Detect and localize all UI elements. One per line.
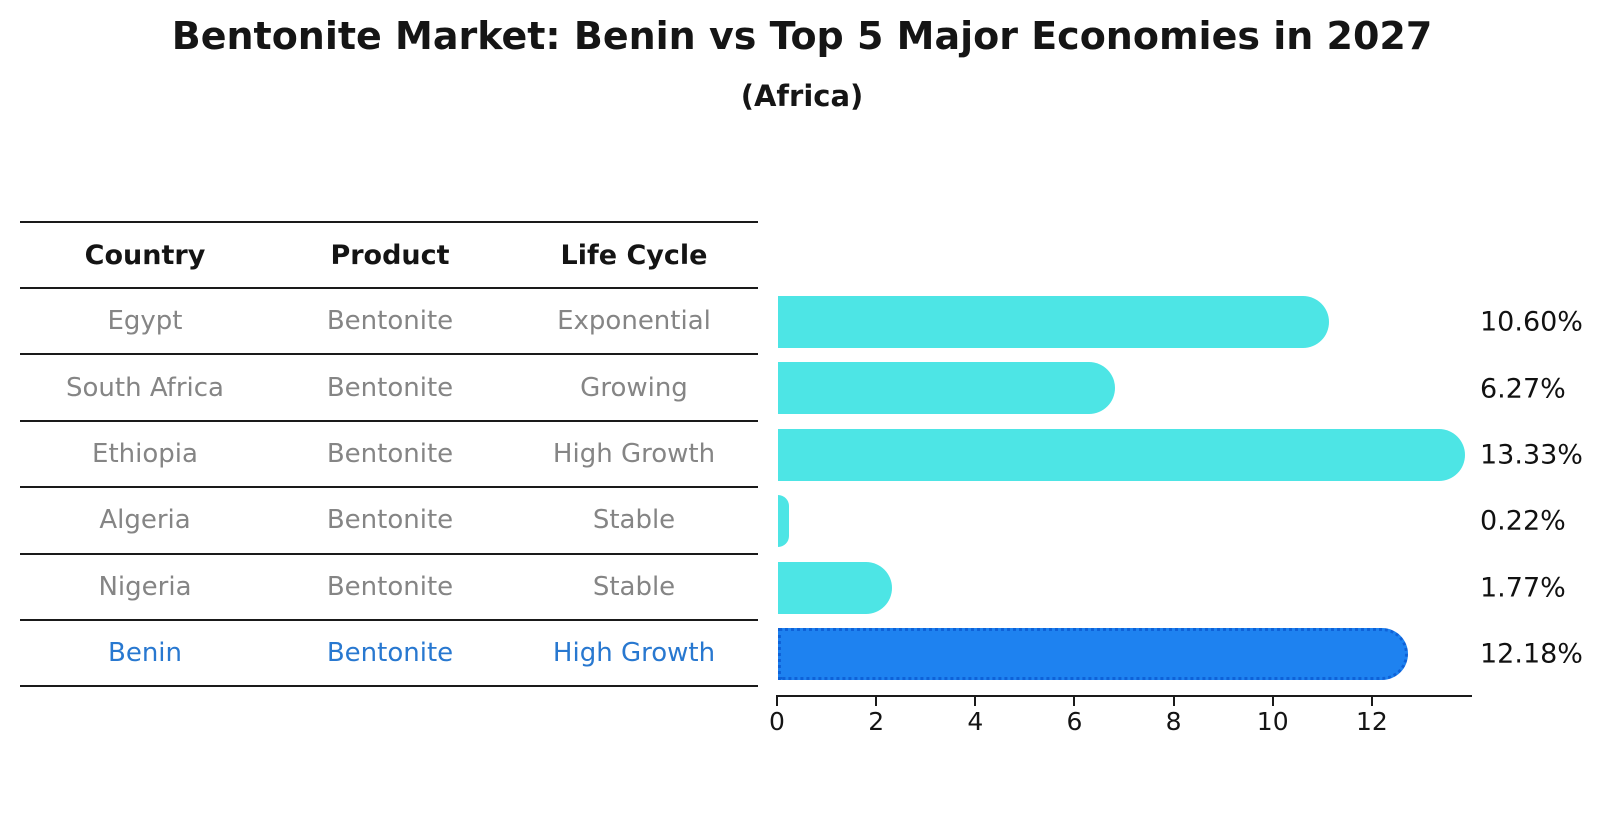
bar-plot-area: 10.60% 6.27% 13.33% 0.22% 1.77% 12.18% xyxy=(778,289,1604,687)
bar-row: 13.33% xyxy=(778,422,1604,488)
x-tick xyxy=(875,697,878,706)
bar-value-label: 1.77% xyxy=(1480,572,1566,604)
table-cell-life-cycle: Exponential xyxy=(557,306,711,337)
bar xyxy=(778,495,789,548)
bar-row: 10.60% xyxy=(778,289,1604,355)
bar xyxy=(778,428,1465,481)
table-cell-country: Benin xyxy=(107,638,182,669)
table-cell-life-cycle: Stable xyxy=(592,571,676,602)
table-cell-life-cycle: High Growth xyxy=(552,638,716,669)
bar-value-label: 12.18% xyxy=(1480,638,1583,670)
table-cell-product: Bentonite xyxy=(326,638,454,669)
bar xyxy=(778,362,1115,415)
x-tick xyxy=(974,697,977,706)
table-cell-life-cycle: Stable xyxy=(592,505,676,536)
table-cell-life-cycle: Growing xyxy=(580,372,688,403)
table-cell-country: Egypt xyxy=(107,306,183,337)
x-tick xyxy=(1271,697,1274,706)
x-tick-label: 8 xyxy=(1165,707,1182,736)
bar-value-label: 0.22% xyxy=(1480,505,1566,537)
table-row: Benin Bentonite High Growth xyxy=(20,621,758,688)
table-body: Egypt Bentonite Exponential South Africa… xyxy=(20,289,758,688)
x-tick xyxy=(1370,697,1373,706)
table-row: Nigeria Bentonite Stable xyxy=(20,555,758,621)
x-tick-label: 10 xyxy=(1256,707,1289,736)
bar-row: 12.18% xyxy=(778,621,1604,687)
table-cell-product: Bentonite xyxy=(326,306,454,337)
bar xyxy=(778,561,892,614)
table-cell-product: Bentonite xyxy=(326,438,454,469)
bar-value-label: 6.27% xyxy=(1480,373,1566,405)
bar xyxy=(778,296,1330,348)
table-header-life-cycle: Life Cycle xyxy=(560,239,708,271)
bar-row: 6.27% xyxy=(778,355,1604,421)
x-tick-label: 4 xyxy=(967,707,984,736)
bar-value-label: 13.33% xyxy=(1480,439,1583,471)
table-row: South Africa Bentonite Growing xyxy=(20,355,758,422)
table-cell-country: Nigeria xyxy=(98,571,192,602)
table-cell-product: Bentonite xyxy=(326,372,454,403)
table-row: Algeria Bentonite Stable xyxy=(20,488,758,555)
x-tick-label: 2 xyxy=(868,707,885,736)
bar-row: 0.22% xyxy=(778,488,1604,554)
bar-value-label: 10.60% xyxy=(1480,306,1583,338)
x-tick xyxy=(1073,697,1076,706)
table-row: Egypt Bentonite Exponential xyxy=(20,289,758,356)
x-axis-line xyxy=(776,695,1472,697)
table-cell-country: Algeria xyxy=(99,505,191,536)
table-cell-product: Bentonite xyxy=(326,505,454,536)
chart-subtitle: (Africa) xyxy=(740,79,864,113)
x-tick-label: 0 xyxy=(769,707,785,736)
x-tick xyxy=(1172,697,1175,706)
table-cell-life-cycle: High Growth xyxy=(552,438,716,469)
x-tick xyxy=(776,697,778,706)
table-header-product: Product xyxy=(330,239,450,271)
table-cell-country: South Africa xyxy=(66,372,224,403)
bar-row: 1.77% xyxy=(778,555,1604,621)
table-cell-country: Ethiopia xyxy=(92,438,198,469)
x-tick-label: 12 xyxy=(1355,707,1388,736)
bar xyxy=(778,627,1408,680)
chart-title: Bentonite Market: Benin vs Top 5 Major E… xyxy=(171,14,1433,58)
table-header-row: Country Product Life Cycle xyxy=(20,221,758,289)
table-cell-product: Bentonite xyxy=(326,571,454,602)
table-row: Ethiopia Bentonite High Growth xyxy=(20,422,758,489)
table-header-country: Country xyxy=(84,239,206,271)
x-tick-label: 6 xyxy=(1066,707,1083,736)
country-table: Country Product Life Cycle Egypt Bentoni… xyxy=(20,221,758,688)
